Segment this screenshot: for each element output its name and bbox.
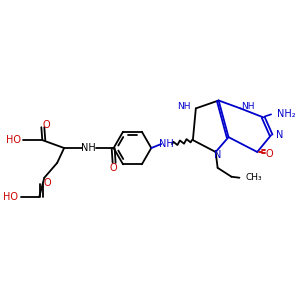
Text: HO: HO: [5, 135, 20, 145]
Text: NH: NH: [159, 139, 173, 149]
Text: NH: NH: [177, 102, 191, 111]
Text: NH: NH: [82, 143, 96, 153]
Text: N: N: [214, 150, 221, 160]
Text: NH: NH: [242, 102, 255, 111]
Text: O: O: [265, 149, 273, 159]
Text: O: O: [44, 178, 51, 188]
Text: CH₃: CH₃: [245, 173, 262, 182]
Text: N: N: [276, 130, 284, 140]
Text: NH₂: NH₂: [277, 109, 296, 119]
Text: O: O: [43, 120, 50, 130]
Text: HO: HO: [3, 192, 18, 202]
Text: O: O: [110, 163, 117, 173]
